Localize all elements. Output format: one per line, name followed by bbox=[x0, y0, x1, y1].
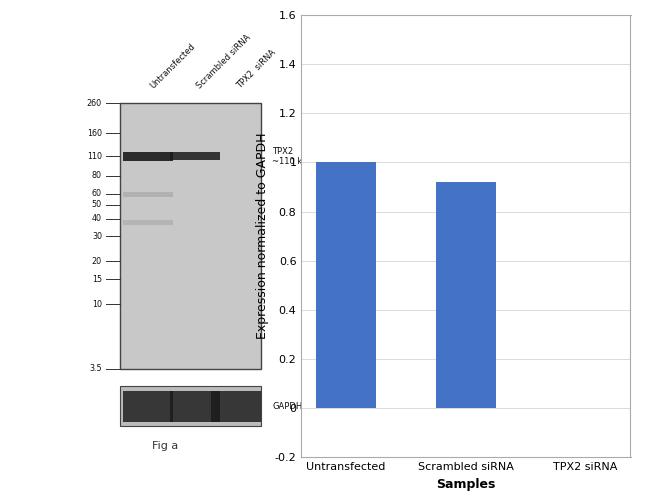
Bar bbox=[120, 103, 261, 369]
X-axis label: Samples: Samples bbox=[436, 478, 495, 491]
Bar bbox=[124, 391, 174, 422]
Text: 30: 30 bbox=[92, 232, 102, 241]
Text: 15: 15 bbox=[92, 275, 102, 284]
Text: GAPDH: GAPDH bbox=[272, 402, 302, 411]
Text: 60: 60 bbox=[92, 189, 102, 198]
Text: TPX2
~110 kDa: TPX2 ~110 kDa bbox=[272, 147, 314, 166]
Text: Fig a: Fig a bbox=[152, 441, 179, 451]
Bar bbox=[120, 387, 261, 426]
Text: 10: 10 bbox=[92, 300, 102, 309]
Bar bbox=[436, 182, 496, 408]
Bar bbox=[170, 153, 220, 161]
Text: Untransfected: Untransfected bbox=[148, 41, 197, 90]
Bar bbox=[124, 191, 174, 197]
Bar bbox=[170, 391, 220, 422]
Bar bbox=[124, 220, 174, 225]
Text: 260: 260 bbox=[87, 99, 102, 108]
Text: Scrambled siRNA: Scrambled siRNA bbox=[195, 33, 252, 90]
Text: 40: 40 bbox=[92, 214, 102, 223]
Text: 20: 20 bbox=[92, 257, 102, 266]
Text: 80: 80 bbox=[92, 171, 102, 180]
Bar bbox=[124, 152, 174, 161]
Text: 160: 160 bbox=[87, 129, 102, 138]
Text: 3.5: 3.5 bbox=[89, 364, 102, 373]
Text: 50: 50 bbox=[92, 200, 102, 209]
Bar bbox=[317, 163, 376, 408]
Bar bbox=[211, 391, 261, 422]
Text: 110: 110 bbox=[87, 152, 102, 161]
Y-axis label: Expression normalized to GAPDH: Expression normalized to GAPDH bbox=[256, 133, 269, 339]
Text: TPX2  siRNA: TPX2 siRNA bbox=[235, 48, 278, 90]
